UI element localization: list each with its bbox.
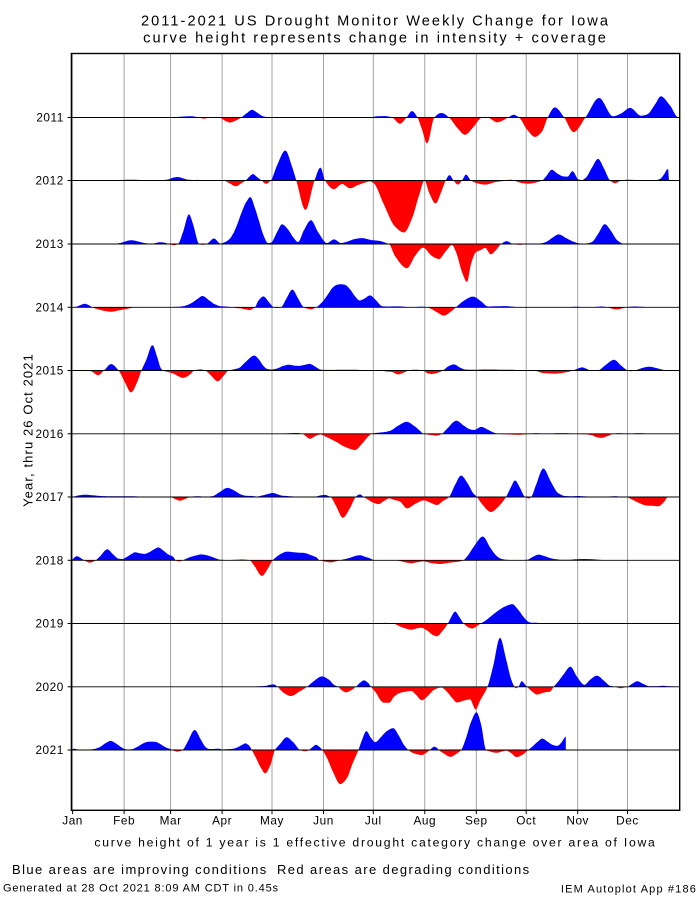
- svg-text:2014: 2014: [35, 301, 63, 315]
- svg-text:Jun: Jun: [313, 814, 334, 828]
- svg-text:2011: 2011: [36, 111, 64, 125]
- svg-text:Nov: Nov: [566, 814, 589, 828]
- svg-text:2015: 2015: [35, 364, 63, 378]
- svg-text:Jul: Jul: [365, 814, 382, 828]
- svg-text:2012: 2012: [35, 174, 63, 188]
- svg-text:Dec: Dec: [616, 814, 639, 828]
- svg-text:2016: 2016: [35, 427, 63, 441]
- svg-text:2017: 2017: [35, 490, 63, 504]
- svg-text:2020: 2020: [35, 680, 63, 694]
- svg-text:Aug: Aug: [413, 814, 436, 828]
- svg-text:2021: 2021: [35, 743, 63, 757]
- svg-text:curve height of 1 year is 1 ef: curve height of 1 year is 1 effective dr…: [94, 836, 656, 850]
- svg-text:Generated at 28 Oct 2021 8:09: Generated at 28 Oct 2021 8:09 AM CDT in …: [3, 883, 279, 895]
- svg-text:May: May: [260, 814, 284, 828]
- svg-text:Oct: Oct: [516, 814, 536, 828]
- svg-text:Year, thru 26 Oct 2021: Year, thru 26 Oct 2021: [21, 353, 36, 507]
- svg-text:curve height represents change: curve height represents change in intens…: [143, 31, 608, 47]
- svg-text:Sep: Sep: [465, 814, 488, 828]
- svg-text:IEM Autoplot App #186: IEM Autoplot App #186: [561, 884, 697, 896]
- svg-text:2018: 2018: [35, 554, 63, 568]
- svg-text:Red areas are degrading condit: Red areas are degrading conditions: [277, 862, 531, 877]
- svg-text:Jan: Jan: [62, 814, 83, 828]
- svg-text:2019: 2019: [35, 617, 63, 631]
- svg-text:2011-2021 US Drought Monitor W: 2011-2021 US Drought Monitor Weekly Chan…: [141, 14, 610, 30]
- svg-text:Feb: Feb: [113, 814, 135, 828]
- svg-text:Mar: Mar: [160, 814, 182, 828]
- svg-text:Blue areas are improving condi: Blue areas are improving conditions: [12, 862, 268, 877]
- svg-text:2013: 2013: [35, 237, 63, 251]
- svg-text:Apr: Apr: [212, 814, 232, 828]
